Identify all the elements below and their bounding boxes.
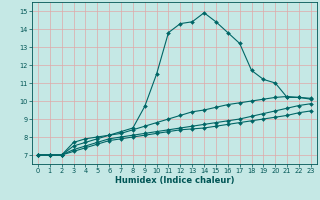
X-axis label: Humidex (Indice chaleur): Humidex (Indice chaleur) xyxy=(115,176,234,185)
